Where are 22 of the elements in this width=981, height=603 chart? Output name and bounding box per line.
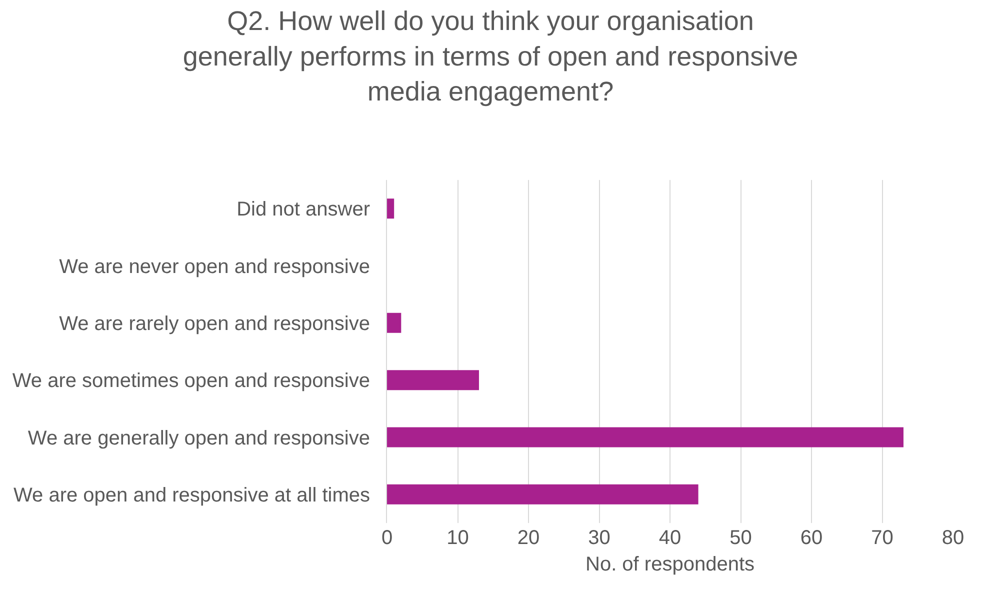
y-tick-label: We are rarely open and responsive (59, 312, 370, 335)
x-tick-label: 80 (942, 527, 964, 549)
x-tick-label: 50 (730, 527, 752, 549)
x-tick-label: 30 (588, 527, 610, 549)
chart-title: Q2. How well do you think your organisation generally performs in terms of open and responsive media engagement? (182, 6, 798, 106)
bar (387, 370, 479, 390)
x-axis-title: No. of respondents (586, 554, 754, 576)
bar (387, 427, 904, 448)
bar (387, 312, 402, 333)
y-tick-label: Did not answer (236, 198, 370, 221)
x-tick-label: 10 (446, 527, 469, 549)
y-tick-label: We are sometimes open and responsive (12, 370, 370, 392)
y-tick-label: We are open and responsive at all times (14, 484, 370, 506)
x-tick-label: 0 (381, 527, 393, 549)
bar (387, 484, 698, 504)
y-tick-label: We are generally open and responsive (28, 427, 370, 450)
x-tick-label: 70 (871, 527, 894, 549)
x-tick-label: 20 (517, 527, 540, 549)
bar (387, 198, 394, 219)
y-tick-label: We are never open and responsive (59, 256, 370, 278)
x-tick-label: 40 (658, 527, 682, 549)
x-tick-label: 60 (800, 527, 823, 549)
